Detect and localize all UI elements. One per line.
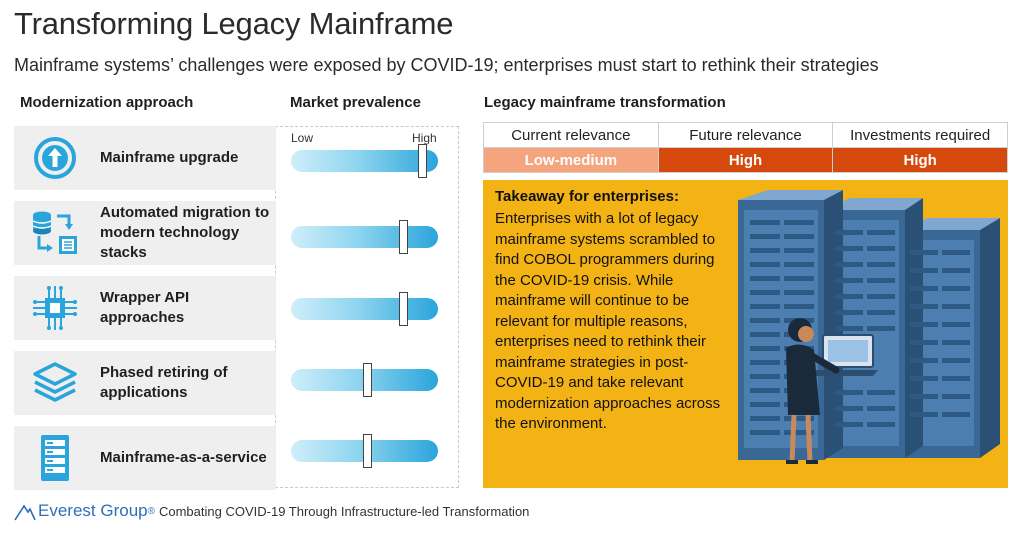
approach-column-header: Modernization approach — [20, 94, 194, 111]
layers-icon — [24, 355, 86, 411]
takeaway-body: Enterprises with a lot of legacy mainfra… — [495, 210, 721, 432]
approach-row: Mainframe-as-a-service — [14, 426, 276, 490]
server-room-illustration — [728, 190, 1003, 487]
approach-row: Phased retiring of applications — [14, 351, 276, 415]
prevalence-bar — [291, 434, 438, 468]
approach-label: Mainframe-as-a-service — [100, 449, 267, 466]
approach-row: Wrapper API approaches — [14, 276, 276, 340]
registered-mark: ® — [147, 505, 155, 517]
takeaway-box: Takeaway for enterprises: Enterprises wi… — [483, 180, 1008, 488]
approach-label: Mainframe upgrade — [100, 149, 239, 166]
table-value-cell: High — [832, 147, 1008, 173]
takeaway-title: Takeaway for enterprises: — [495, 188, 679, 205]
chip-circuit-icon — [24, 280, 86, 336]
approach-label: Phased retiring of applications — [100, 364, 228, 401]
page-title: Transforming Legacy Mainframe — [14, 6, 454, 41]
server-rack-icon — [24, 430, 86, 486]
scale-low-label: Low — [291, 131, 314, 145]
prevalence-marker — [399, 292, 408, 326]
prevalence-bar — [291, 144, 438, 178]
table-value-cell: Low-medium — [483, 147, 659, 173]
database-migration-icon — [24, 205, 86, 261]
approach-list: Mainframe upgrade Automated migration to… — [14, 126, 276, 501]
brand-name: Everest Group — [38, 501, 148, 520]
table-header-cell: Current relevance — [483, 122, 659, 148]
approach-label: Automated migration to modern technology… — [100, 204, 270, 261]
prevalence-bar — [291, 363, 438, 397]
approach-label: Wrapper API approaches — [100, 289, 190, 326]
scale-high-label: High — [412, 131, 437, 145]
prevalence-marker — [363, 434, 372, 468]
table-header-cell: Investments required — [832, 122, 1008, 148]
prevalence-column-header: Market prevalence — [290, 94, 421, 111]
everest-logo-icon — [14, 504, 36, 521]
approach-row: Automated migration to modern technology… — [14, 201, 276, 265]
table-header-cell: Future relevance — [657, 122, 834, 148]
prevalence-marker — [418, 144, 427, 178]
prevalence-bar — [291, 292, 438, 326]
table-value-cell: High — [657, 147, 834, 173]
prevalence-marker — [363, 363, 372, 397]
transformation-header: Legacy mainframe transformation — [484, 94, 726, 111]
footer-text: Combating COVID-19 Through Infrastructur… — [158, 503, 530, 519]
transformation-table: Current relevance Future relevance Inves… — [483, 122, 1008, 173]
page-subtitle: Mainframe systems’ challenges were expos… — [14, 55, 879, 75]
prevalence-marker — [399, 220, 408, 254]
upload-arrow-icon — [24, 130, 86, 186]
prevalence-bar — [291, 220, 438, 254]
footer: Everest Group ® Combating COVID-19 Throug… — [14, 500, 529, 522]
approach-row: Mainframe upgrade — [14, 126, 276, 190]
